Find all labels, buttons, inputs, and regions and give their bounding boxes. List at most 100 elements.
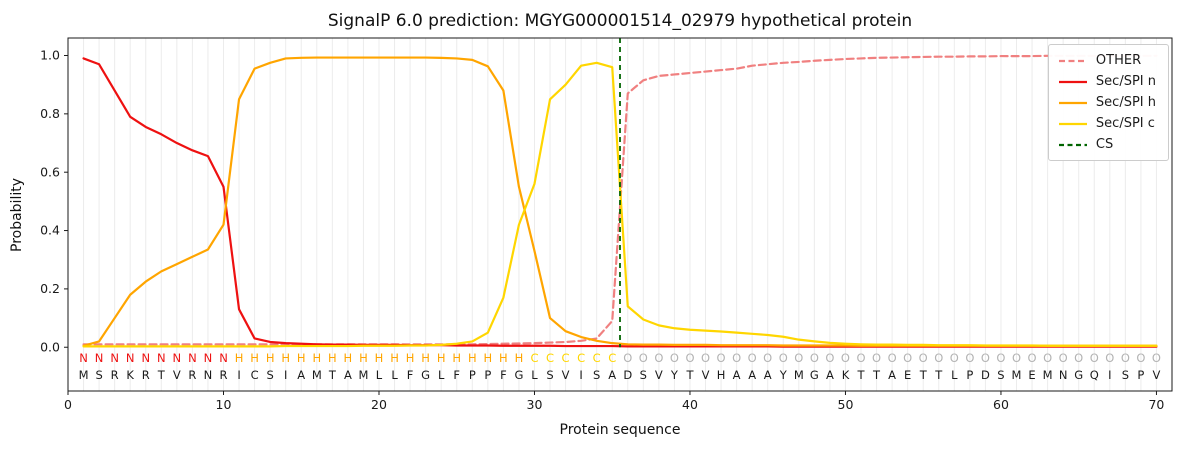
svg-text:H: H — [484, 351, 493, 365]
svg-text:H: H — [375, 351, 384, 365]
legend-item-other: OTHER — [1058, 53, 1156, 68]
svg-text:C: C — [577, 351, 585, 365]
legend-label: CS — [1095, 137, 1114, 152]
svg-text:D: D — [623, 368, 632, 382]
svg-text:H: H — [281, 351, 290, 365]
legend-item-sec-spi-h: Sec/SPI h — [1058, 95, 1156, 110]
svg-text:G: G — [1074, 368, 1083, 382]
svg-text:O: O — [825, 351, 834, 365]
svg-text:O: O — [763, 351, 772, 365]
svg-text:O: O — [903, 351, 912, 365]
svg-text:A: A — [608, 368, 616, 382]
svg-text:O: O — [996, 351, 1005, 365]
svg-text:T: T — [934, 368, 943, 382]
svg-text:O: O — [810, 351, 819, 365]
svg-text:N: N — [126, 351, 135, 365]
y-axis-label: Probability — [9, 177, 26, 252]
svg-text:N: N — [173, 351, 182, 365]
svg-text:S: S — [266, 368, 273, 382]
chart-title: SignalP 6.0 prediction: MGYG000001514_02… — [327, 11, 913, 31]
svg-text:L: L — [391, 368, 398, 382]
svg-text:F: F — [407, 368, 414, 382]
svg-text:P: P — [484, 368, 491, 382]
svg-text:N: N — [1059, 368, 1068, 382]
svg-text:T: T — [872, 368, 881, 382]
svg-text:O: O — [888, 351, 897, 365]
svg-text:I: I — [579, 368, 582, 382]
svg-text:0.0: 0.0 — [40, 339, 60, 354]
svg-text:0.4: 0.4 — [40, 223, 60, 238]
y-tick-group: 0.0 0.2 0.4 0.6 0.8 1.0 — [40, 48, 68, 354]
svg-text:A: A — [826, 368, 834, 382]
svg-text:G: G — [514, 368, 523, 382]
svg-text:C: C — [530, 351, 538, 365]
legend-label: Sec/SPI c — [1095, 116, 1155, 131]
svg-text:S: S — [95, 368, 102, 382]
svg-text:20: 20 — [371, 397, 387, 412]
svg-text:E: E — [1028, 368, 1035, 382]
svg-text:R: R — [188, 368, 196, 382]
svg-text:O: O — [965, 351, 974, 365]
svg-text:H: H — [437, 351, 446, 365]
x-tick-group: 0 10 20 30 40 50 60 70 — [64, 391, 1164, 412]
svg-text:H: H — [390, 351, 399, 365]
svg-text:I: I — [237, 368, 240, 382]
y-axis-label-wrap: Probability — [0, 38, 34, 391]
svg-text:H: H — [266, 351, 275, 365]
legend-line-sample-icon — [1058, 101, 1087, 104]
svg-text:H: H — [717, 368, 726, 382]
svg-text:O: O — [872, 351, 881, 365]
svg-text:1.0: 1.0 — [40, 48, 60, 63]
legend-line-sample-icon — [1058, 80, 1087, 83]
svg-text:P: P — [1137, 368, 1144, 382]
svg-text:0: 0 — [64, 397, 72, 412]
svg-text:O: O — [1090, 351, 1099, 365]
svg-text:O: O — [981, 351, 990, 365]
svg-text:T: T — [919, 368, 928, 382]
svg-text:V: V — [655, 368, 663, 382]
legend-item-cs: CS — [1058, 137, 1156, 152]
legend-label: Sec/SPI n — [1095, 74, 1156, 89]
svg-text:V: V — [173, 368, 181, 382]
svg-text:H: H — [328, 351, 337, 365]
svg-text:O: O — [934, 351, 943, 365]
svg-text:O: O — [841, 351, 850, 365]
svg-text:O: O — [1074, 351, 1083, 365]
svg-text:50: 50 — [838, 397, 854, 412]
svg-text:0.6: 0.6 — [40, 164, 60, 179]
svg-text:N: N — [95, 351, 104, 365]
svg-text:T: T — [157, 368, 166, 382]
svg-text:O: O — [1105, 351, 1114, 365]
svg-text:V: V — [562, 368, 570, 382]
svg-text:L: L — [438, 368, 445, 382]
x-axis-label: Protein sequence — [559, 422, 681, 438]
svg-text:O: O — [670, 351, 679, 365]
legend-line-sample-icon — [1058, 143, 1087, 146]
svg-text:40: 40 — [682, 397, 698, 412]
svg-text:P: P — [966, 368, 973, 382]
svg-text:K: K — [842, 368, 850, 382]
svg-text:G: G — [421, 368, 430, 382]
svg-text:R: R — [219, 368, 227, 382]
svg-text:I: I — [1108, 368, 1111, 382]
svg-text:T: T — [328, 368, 337, 382]
legend-line-sample-icon — [1058, 122, 1087, 125]
svg-text:S: S — [593, 368, 600, 382]
svg-text:R: R — [111, 368, 119, 382]
svg-text:L: L — [531, 368, 538, 382]
svg-text:O: O — [1152, 351, 1161, 365]
svg-text:M: M — [794, 368, 804, 382]
svg-text:O: O — [732, 351, 741, 365]
axes-box — [67, 37, 1173, 392]
svg-text:30: 30 — [527, 397, 543, 412]
svg-text:G: G — [810, 368, 819, 382]
svg-text:60: 60 — [993, 397, 1009, 412]
svg-text:M: M — [1012, 368, 1022, 382]
svg-text:S: S — [640, 368, 647, 382]
svg-text:T: T — [685, 368, 694, 382]
svg-text:O: O — [779, 351, 788, 365]
svg-text:O: O — [748, 351, 757, 365]
